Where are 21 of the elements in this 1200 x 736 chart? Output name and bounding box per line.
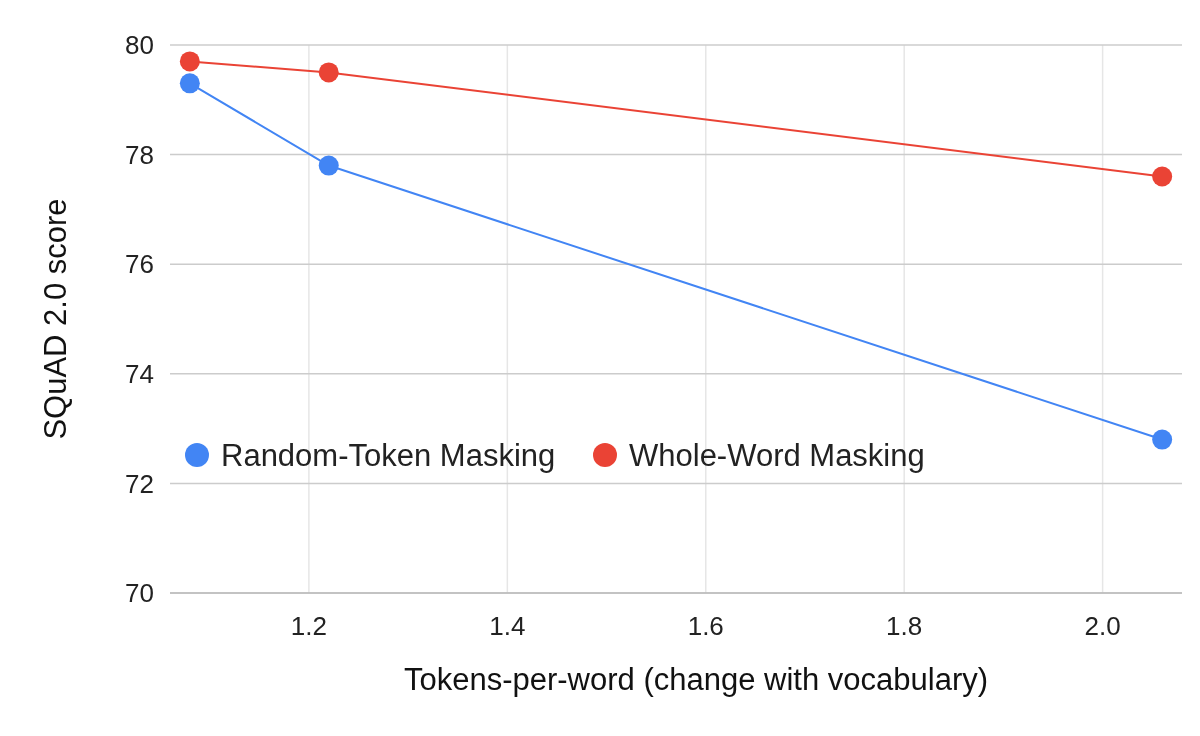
x-tick-label: 1.6 bbox=[687, 611, 724, 641]
y-tick-label: 76 bbox=[125, 249, 154, 280]
x-tick-label: 1.2 bbox=[290, 611, 327, 641]
point bbox=[179, 73, 200, 94]
x-tick-label: 1.8 bbox=[886, 611, 923, 641]
point bbox=[318, 62, 339, 83]
y-axis-title: SQuAD 2.0 score bbox=[38, 198, 73, 440]
point bbox=[1152, 429, 1173, 450]
x-tick-label: 1.4 bbox=[489, 611, 526, 641]
legend-label: Whole-Word Masking bbox=[629, 437, 925, 473]
x-tick-label: 2.0 bbox=[1084, 611, 1121, 641]
point bbox=[1152, 166, 1173, 187]
y-tick-label: 80 bbox=[125, 30, 154, 61]
y-tick-label: 78 bbox=[125, 139, 154, 170]
y-tick-label: 74 bbox=[125, 358, 154, 389]
point bbox=[318, 155, 339, 176]
legend-label: Random-Token Masking bbox=[221, 437, 556, 473]
x-axis-title: Tokens-per-word (change with vocabulary) bbox=[403, 662, 989, 697]
point bbox=[179, 51, 200, 72]
y-tick-label: 72 bbox=[125, 468, 154, 499]
y-tick-label: 70 bbox=[125, 578, 154, 609]
